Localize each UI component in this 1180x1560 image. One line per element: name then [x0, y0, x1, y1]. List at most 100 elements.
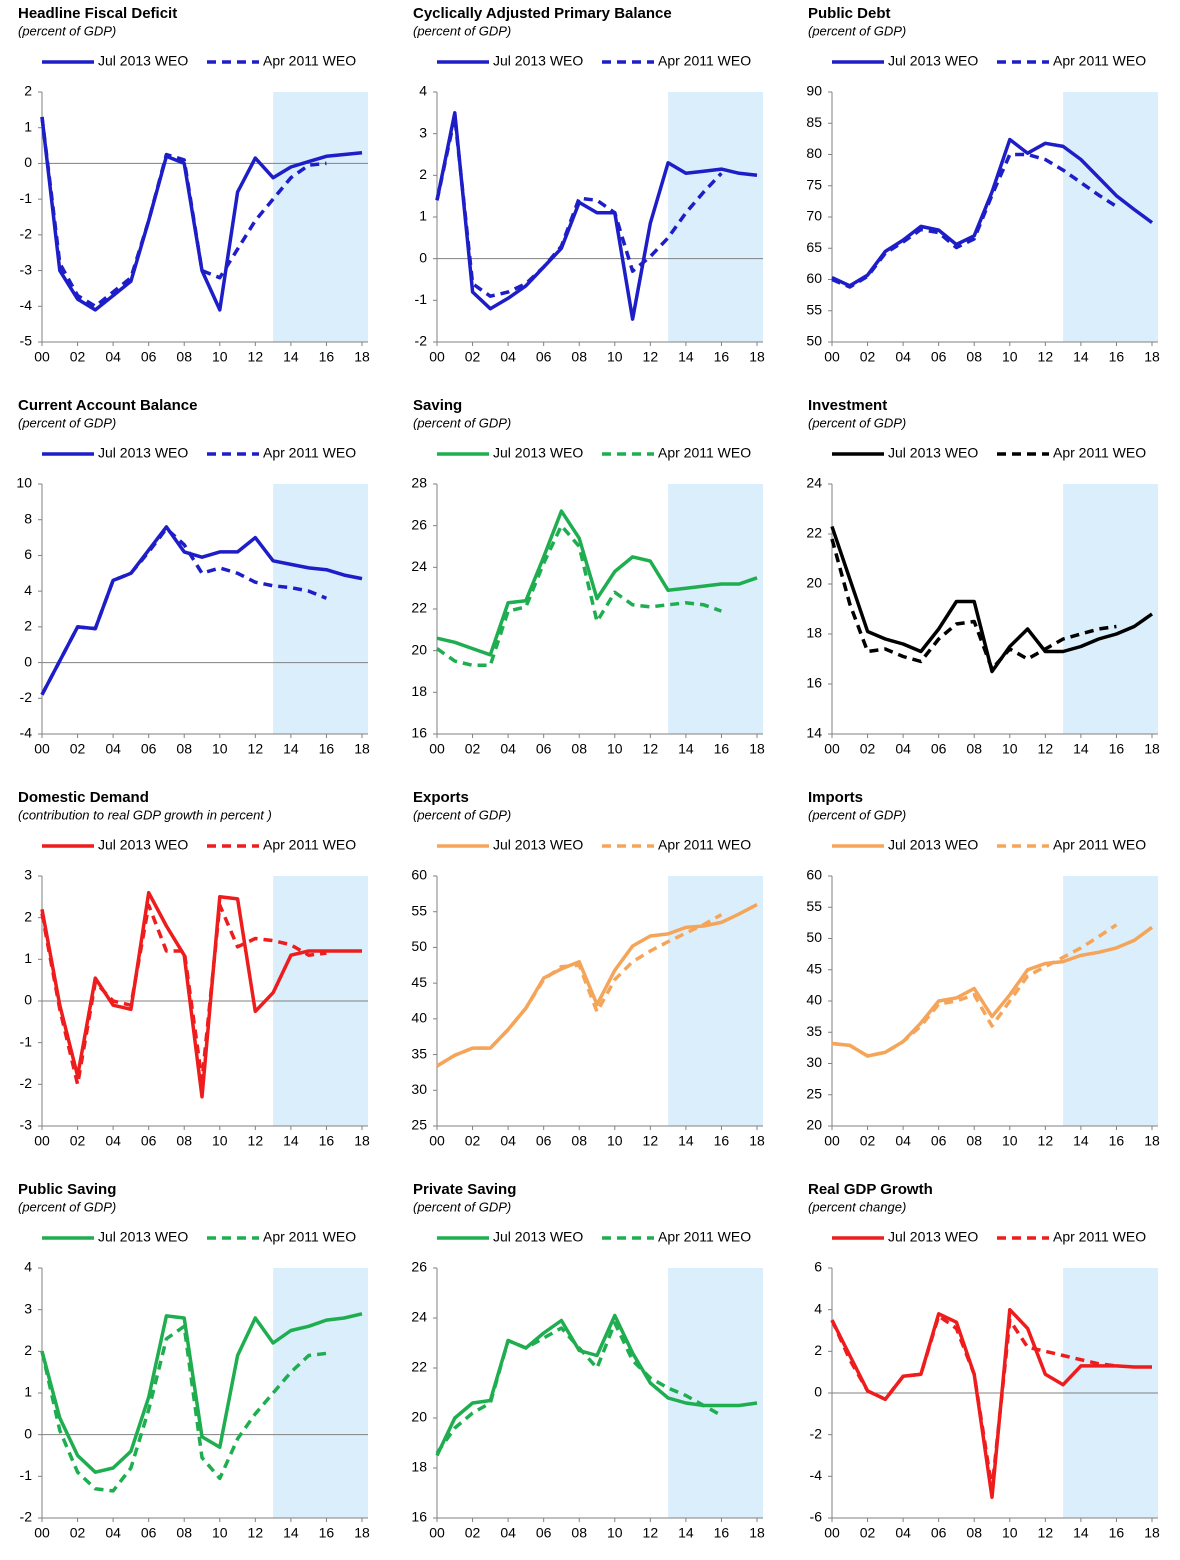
x-tick-label: 08: [966, 1133, 982, 1149]
x-tick-label: 16: [1109, 1133, 1125, 1149]
x-tick-label: 04: [895, 741, 911, 757]
y-tick-label: 26: [411, 516, 427, 532]
series-line: [830, 1307, 1152, 1499]
legend-label: Apr 2011 WEO: [1053, 1229, 1146, 1245]
x-tick-label: 00: [429, 1525, 445, 1541]
projection-shade: [668, 1268, 763, 1518]
chart-subtitle: (percent of GDP): [413, 1199, 511, 1214]
legend-label: Jul 2013 WEO: [98, 445, 188, 461]
x-tick-label: 18: [749, 349, 765, 365]
series-line: [435, 1313, 758, 1457]
x-tick-label: 16: [1109, 1525, 1125, 1541]
x-tick-label: 18: [1144, 1525, 1160, 1541]
y-tick-label: -3: [20, 1117, 33, 1133]
x-tick-label: 06: [141, 349, 157, 365]
x-tick-label: 04: [895, 1133, 911, 1149]
legend-label: Apr 2011 WEO: [1053, 53, 1146, 69]
chart-title: Private Saving: [413, 1181, 516, 1198]
legend-label: Jul 2013 WEO: [493, 53, 583, 69]
x-tick-label: 14: [1073, 1525, 1089, 1541]
x-tick-label: 00: [824, 1525, 840, 1541]
series-line: [830, 525, 1154, 674]
projection-shade: [668, 876, 763, 1126]
y-tick-label: 0: [24, 653, 32, 669]
legend-label: Apr 2011 WEO: [658, 1229, 751, 1245]
x-tick-label: 04: [105, 349, 121, 365]
y-tick-label: 80: [806, 145, 822, 161]
y-tick-label: 24: [806, 475, 822, 491]
x-tick-label: 10: [212, 1525, 228, 1541]
x-tick-label: 12: [1038, 1525, 1054, 1541]
y-tick-label: 18: [806, 625, 822, 641]
y-tick-label: 45: [411, 974, 427, 990]
x-tick-label: 00: [429, 1133, 445, 1149]
projection-shade: [273, 484, 368, 734]
series-line: [40, 525, 363, 696]
x-tick-label: 00: [429, 741, 445, 757]
legend-label: Jul 2013 WEO: [888, 837, 978, 853]
y-tick-label: 16: [806, 675, 822, 691]
y-tick-label: 22: [411, 600, 427, 616]
chart-panel: Domestic Demand(contribution to real GDP…: [18, 789, 370, 1149]
y-tick-label: -1: [20, 1033, 33, 1049]
y-tick-label: 85: [806, 114, 822, 130]
x-tick-label: 04: [105, 1133, 121, 1149]
x-tick-label: 10: [607, 741, 623, 757]
chart-title: Headline Fiscal Deficit: [18, 5, 177, 22]
series-line: [435, 115, 723, 298]
legend-label: Apr 2011 WEO: [263, 837, 356, 853]
x-tick-label: 12: [643, 1133, 659, 1149]
chart-subtitle: (percent of GDP): [18, 1199, 116, 1214]
x-tick-label: 06: [931, 1133, 947, 1149]
y-tick-label: -2: [20, 1075, 33, 1091]
legend-label: Jul 2013 WEO: [493, 445, 583, 461]
projection-shade: [273, 92, 368, 342]
y-tick-label: 0: [814, 1384, 822, 1400]
x-tick-label: 04: [105, 1525, 121, 1541]
x-tick-label: 12: [1038, 741, 1054, 757]
y-tick-label: 22: [411, 1359, 427, 1375]
x-tick-label: 14: [1073, 741, 1089, 757]
x-tick-label: 02: [860, 1525, 876, 1541]
y-tick-label: 60: [806, 867, 822, 883]
y-tick-label: 70: [806, 208, 822, 224]
x-tick-label: 10: [1002, 1133, 1018, 1149]
x-tick-label: 08: [571, 1133, 587, 1149]
x-tick-label: 06: [931, 349, 947, 365]
x-tick-label: 08: [571, 349, 587, 365]
x-tick-label: 00: [34, 1525, 50, 1541]
y-tick-label: 4: [24, 1259, 32, 1275]
x-tick-label: 18: [1144, 741, 1160, 757]
chart-title: Current Account Balance: [18, 397, 197, 414]
x-tick-label: 14: [1073, 1133, 1089, 1149]
y-tick-label: 2: [419, 166, 427, 182]
chart-panel: Imports(percent of GDP) Jul 2013 WEO Apr 2…: [806, 789, 1160, 1149]
y-tick-label: 3: [24, 1300, 32, 1316]
x-tick-label: 16: [319, 1525, 335, 1541]
y-tick-label: 35: [411, 1045, 427, 1061]
x-tick-label: 10: [1002, 1525, 1018, 1541]
x-tick-label: 08: [571, 1525, 587, 1541]
series-line: [436, 509, 758, 657]
y-tick-label: 2: [24, 618, 32, 634]
x-tick-label: 16: [319, 741, 335, 757]
chart-subtitle: (percent of GDP): [808, 807, 906, 822]
y-tick-label: 50: [411, 938, 427, 954]
x-tick-label: 14: [283, 349, 299, 365]
x-tick-label: 08: [176, 741, 192, 757]
x-tick-label: 18: [354, 1525, 370, 1541]
x-tick-label: 10: [607, 1525, 623, 1541]
x-tick-label: 06: [536, 1133, 552, 1149]
y-tick-label: -1: [415, 291, 428, 307]
x-tick-label: 08: [966, 1525, 982, 1541]
chart-subtitle: (percent change): [808, 1199, 906, 1214]
chart-title: Exports: [413, 789, 469, 806]
y-tick-label: 20: [806, 575, 822, 591]
y-tick-label: 55: [806, 301, 822, 317]
y-tick-label: 28: [411, 475, 427, 491]
chart-title: Saving: [413, 397, 462, 414]
chart-title: Cyclically Adjusted Primary Balance: [413, 5, 672, 22]
y-tick-label: 8: [24, 510, 32, 526]
y-tick-label: -5: [20, 333, 33, 349]
x-tick-label: 08: [176, 349, 192, 365]
